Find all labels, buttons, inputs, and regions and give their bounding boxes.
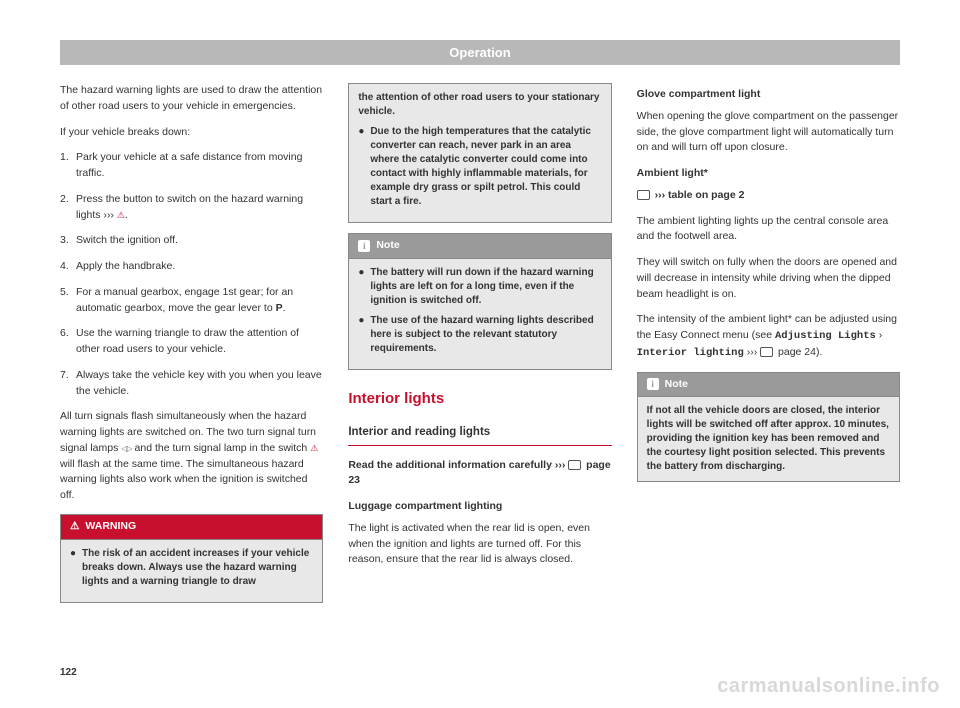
list-number: 1. — [60, 150, 76, 182]
warning-label: WARNING — [85, 519, 136, 535]
warning-box: ● The risk of an accident increases if y… — [60, 539, 323, 603]
bullet-dot: ● — [358, 266, 370, 308]
info-icon: i — [647, 378, 659, 390]
info-icon: i — [358, 240, 370, 252]
paragraph: If your vehicle breaks down: — [60, 125, 323, 141]
separator: › — [876, 329, 882, 341]
note-text: The use of the hazard warning lights des… — [370, 314, 601, 356]
book-icon — [760, 347, 773, 357]
paragraph: All turn signals flash simultaneously wh… — [60, 409, 323, 504]
menu-path: Adjusting Lights — [775, 330, 876, 342]
note-header: i Note — [348, 233, 611, 258]
list-text: Park your vehicle at a safe distance fro… — [76, 150, 323, 182]
warning-bullet: ● The risk of an accident increases if y… — [70, 547, 313, 589]
bullet-dot: ● — [70, 547, 82, 589]
page: Operation The hazard warning lights are … — [0, 0, 960, 708]
bullet-dot: ● — [358, 125, 370, 209]
list-number: 4. — [60, 259, 76, 275]
columns-container: The hazard warning lights are used to dr… — [60, 83, 900, 613]
paragraph: Read the additional information carefull… — [348, 458, 611, 490]
list-text-span: Press the button to switch on the hazard… — [76, 193, 303, 221]
column-2: the attention of other road users to you… — [348, 83, 611, 613]
bullet-dot: ● — [358, 314, 370, 356]
paragraph: ››› table on page 2 — [637, 188, 900, 204]
list-item: 4. Apply the handbrake. — [60, 259, 323, 275]
paragraph: They will switch on fully when the doors… — [637, 255, 900, 302]
note-bullet: ● The battery will run down if the hazar… — [358, 266, 601, 308]
paragraph: The ambient lighting lights up the centr… — [637, 214, 900, 246]
page-number: 122 — [60, 667, 77, 678]
warning-triangle-icon: ⚠ — [117, 209, 125, 223]
warning-triangle-icon: ⚠ — [70, 519, 79, 535]
note-bullet: ● The use of the hazard warning lights d… — [358, 314, 601, 356]
warning-box-cont: the attention of other road users to you… — [348, 83, 611, 223]
warning-header: ⚠ WARNING — [60, 514, 323, 539]
watermark: carmanualsonline.info — [717, 675, 940, 698]
sub-heading: Ambient light* — [637, 166, 900, 182]
book-icon — [568, 460, 581, 470]
note-box: ● The battery will run down if the hazar… — [348, 258, 611, 370]
list-item: 6. Use the warning triangle to draw the … — [60, 326, 323, 358]
list-number: 6. — [60, 326, 76, 358]
list-text: Switch the ignition off. — [76, 233, 323, 249]
book-icon — [637, 190, 650, 200]
paragraph: The light is activated when the rear lid… — [348, 521, 611, 568]
warning-text: the attention of other road users to you… — [358, 91, 601, 119]
list-text: Use the warning triangle to draw the att… — [76, 326, 323, 358]
list-text: Always take the vehicle key with you whe… — [76, 368, 323, 400]
list-number: 2. — [60, 192, 76, 224]
list-item: 3. Switch the ignition off. — [60, 233, 323, 249]
list-item: 7. Always take the vehicle key with you … — [60, 368, 323, 400]
warning-text: Due to the high temperatures that the ca… — [370, 125, 601, 209]
note-label: Note — [376, 238, 399, 254]
note-label: Note — [665, 377, 688, 393]
sub-heading: Glove compartment light — [637, 87, 900, 103]
list-item: 1. Park your vehicle at a safe distance … — [60, 150, 323, 182]
warning-bullet: ● Due to the high temperatures that the … — [358, 125, 601, 209]
turn-signal-icon: ◁▷ — [121, 444, 131, 453]
list-item: 2. Press the button to switch on the haz… — [60, 192, 323, 224]
menu-path: Interior lighting — [637, 347, 744, 359]
paragraph: The intensity of the ambient light* can … — [637, 312, 900, 361]
list-item: 5. For a manual gearbox, engage 1st gear… — [60, 285, 323, 317]
warning-text: The risk of an accident increases if you… — [82, 547, 313, 589]
hazard-icon: ⚠ — [310, 442, 318, 456]
section-title: Interior lights — [348, 388, 611, 411]
note-box: If not all the vehicle doors are closed,… — [637, 396, 900, 482]
note-text: If not all the vehicle doors are closed,… — [647, 404, 890, 474]
note-header: i Note — [637, 372, 900, 397]
list-number: 5. — [60, 285, 76, 317]
subsection-title: Interior and reading lights — [348, 424, 611, 445]
sub-heading: Luggage compartment lighting — [348, 499, 611, 515]
list-number: 3. — [60, 233, 76, 249]
table-ref: ››› table on page 2 — [655, 189, 745, 201]
section-header: Operation — [60, 40, 900, 65]
list-number: 7. — [60, 368, 76, 400]
paragraph: When opening the glove compartment on th… — [637, 109, 900, 156]
list-text: Apply the handbrake. — [76, 259, 323, 275]
column-1: The hazard warning lights are used to dr… — [60, 83, 323, 613]
note-text: The battery will run down if the hazard … — [370, 266, 601, 308]
list-text: For a manual gearbox, engage 1st gear; f… — [76, 285, 323, 317]
paragraph: The hazard warning lights are used to dr… — [60, 83, 323, 115]
column-3: Glove compartment light When opening the… — [637, 83, 900, 613]
list-text: Press the button to switch on the hazard… — [76, 192, 323, 224]
